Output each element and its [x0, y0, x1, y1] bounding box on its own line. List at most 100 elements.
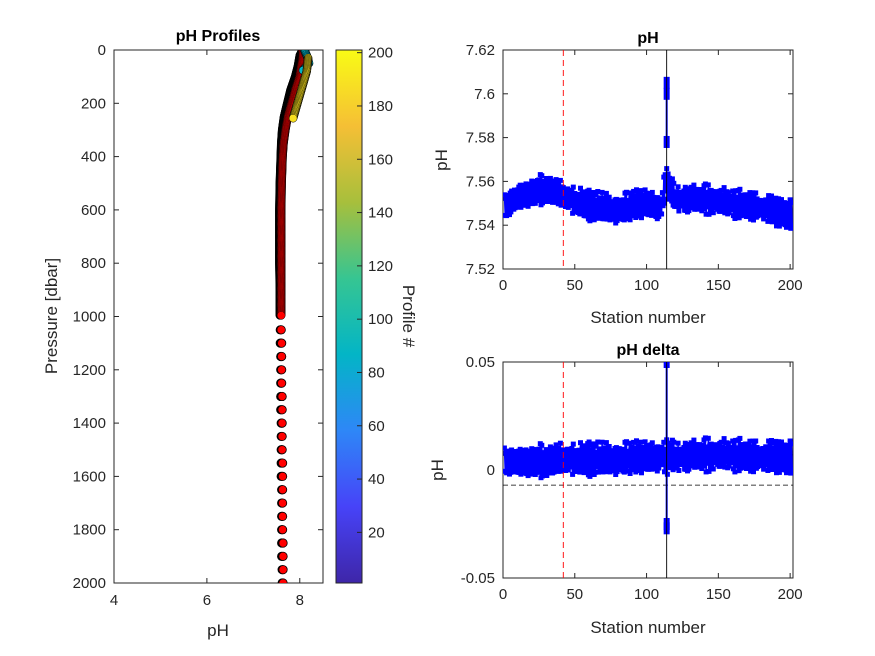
station-point — [731, 440, 737, 446]
station-point — [721, 436, 727, 442]
ph-profiles-chart: pH Profiles 0 200 400 600 800 1000 1200 1400 160… — [42, 28, 324, 640]
station-point — [594, 464, 600, 470]
station-point — [542, 179, 548, 184]
station-point — [541, 192, 547, 198]
station-point — [728, 445, 734, 451]
colorbar-tick-label: 80 — [368, 364, 385, 381]
station-point — [522, 466, 528, 472]
station-point — [789, 467, 793, 473]
station-point — [681, 445, 687, 450]
station-point — [775, 220, 781, 226]
ph-station-marks — [503, 50, 793, 269]
station-point — [703, 469, 709, 475]
station-point — [706, 468, 712, 474]
station-point — [718, 439, 724, 445]
station-point — [789, 441, 793, 447]
station-point — [655, 444, 661, 450]
station-point — [789, 223, 793, 229]
profile-point — [277, 351, 287, 362]
station-point — [621, 446, 627, 452]
station-point — [646, 194, 652, 200]
station-point — [636, 195, 642, 201]
station-point — [528, 468, 534, 474]
profile-point — [277, 391, 287, 402]
station-point — [733, 437, 739, 443]
colorbar-ticks: 20 40 60 80 100 120 140 160 180 200 — [357, 45, 393, 541]
station-point — [705, 435, 711, 441]
station-point — [709, 463, 715, 469]
station-point — [674, 203, 680, 208]
station-point — [671, 439, 677, 445]
station-point — [782, 222, 788, 228]
station-point — [593, 449, 599, 455]
station-point — [539, 173, 545, 179]
station-point — [636, 447, 642, 453]
station-point — [695, 464, 700, 470]
station-point — [676, 468, 682, 473]
ph-profiles-marks — [275, 50, 314, 583]
station-point — [599, 189, 605, 195]
station-point — [669, 198, 675, 204]
station-point — [787, 197, 793, 203]
profile-point — [278, 551, 288, 561]
profile-point — [277, 338, 287, 348]
y-tick-label: 7.54 — [466, 217, 495, 234]
station-point — [682, 440, 688, 446]
station-point — [603, 465, 609, 471]
station-point — [702, 435, 708, 441]
station-point — [691, 437, 697, 443]
station-point — [784, 224, 789, 230]
station-point — [542, 195, 548, 201]
station-point — [705, 460, 711, 466]
y-tick-label: 7.52 — [466, 261, 495, 278]
station-point — [741, 195, 747, 201]
station-point — [704, 444, 710, 450]
station-point — [646, 466, 652, 472]
station-point — [618, 463, 624, 469]
station-point — [618, 213, 624, 218]
x-tick-label: 0 — [499, 586, 507, 603]
station-point — [767, 441, 773, 447]
station-point — [613, 472, 619, 477]
station-point — [723, 459, 729, 465]
ph-profiles-title: pH Profiles — [176, 28, 261, 45]
station-point — [664, 196, 670, 202]
colorbar-tick-label: 140 — [368, 205, 393, 222]
station-point — [723, 206, 729, 212]
station-point — [583, 447, 589, 453]
station-point — [574, 464, 580, 470]
station-point — [603, 190, 609, 196]
profile-point — [288, 113, 298, 123]
station-point — [728, 194, 734, 200]
station-point — [638, 188, 644, 194]
station-point — [606, 194, 612, 200]
profile-point — [278, 538, 288, 548]
station-point — [759, 462, 765, 468]
station-point — [543, 447, 549, 453]
ph-profiles-x-ticks: 4 6 8 — [110, 50, 304, 609]
station-point — [734, 194, 740, 200]
station-point — [599, 439, 605, 445]
station-point — [751, 469, 756, 475]
station-point — [598, 196, 604, 202]
station-point — [552, 446, 558, 452]
station-point — [709, 207, 715, 213]
profile-point — [278, 565, 288, 575]
station-point — [639, 215, 644, 221]
station-point — [764, 198, 770, 204]
station-point — [557, 177, 563, 183]
station-point — [540, 200, 545, 206]
station-point — [786, 466, 792, 472]
station-point — [715, 444, 721, 450]
station-point — [710, 466, 716, 472]
station-point — [690, 443, 695, 449]
y-tick-label: 200 — [81, 95, 106, 112]
station-point — [631, 188, 637, 194]
colorbar-tick-label: 120 — [368, 258, 393, 275]
station-point — [702, 206, 708, 212]
station-point — [718, 187, 724, 193]
station-point — [746, 465, 752, 471]
y-tick-label: 1200 — [73, 362, 106, 379]
station-point — [699, 208, 705, 214]
station-point — [686, 208, 692, 214]
